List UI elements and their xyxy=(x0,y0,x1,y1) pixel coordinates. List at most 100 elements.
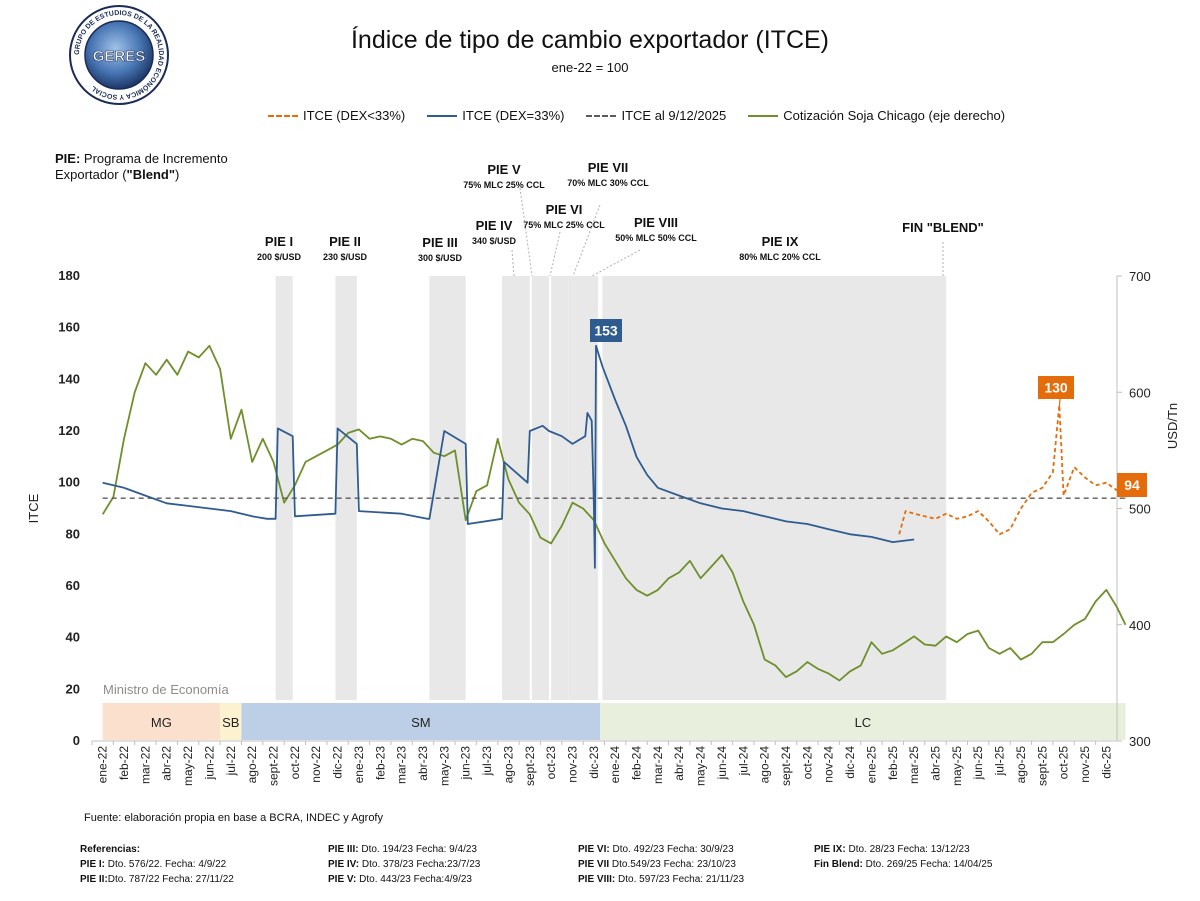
y-tick-label: 80 xyxy=(66,526,80,541)
x-tick-label: jul-24 xyxy=(736,746,750,777)
y2-tick-label: 300 xyxy=(1129,734,1151,749)
x-tick-label: may-23 xyxy=(437,746,451,786)
legend-item-reference: ITCE al 9/12/2025 xyxy=(586,108,726,123)
minister-band xyxy=(102,703,221,740)
legend-label: ITCE (DEX=33%) xyxy=(462,108,565,123)
x-tick-label: oct-25 xyxy=(1057,746,1071,780)
pie-label: PIE II xyxy=(329,234,361,249)
x-tick-label: feb-25 xyxy=(886,746,900,780)
y-tick-label: 20 xyxy=(66,681,80,696)
x-tick-label: ago-25 xyxy=(1014,746,1028,784)
x-tick-label: oct-23 xyxy=(544,746,558,780)
minister-band xyxy=(241,703,601,740)
pie-label: PIE IX xyxy=(762,234,799,249)
y2-tick-label: 500 xyxy=(1129,502,1151,517)
series-itce-dex-eq33 xyxy=(102,344,915,569)
x-tick-label: oct-24 xyxy=(800,746,814,780)
pie-period-band xyxy=(531,276,549,700)
geres-logo: GRUPO DE ESTUDIOS DE LA REALIDAD ECONÓMI… xyxy=(68,4,170,106)
x-tick-label: dic-24 xyxy=(843,746,857,779)
minister-band xyxy=(600,703,1126,740)
legend-swatch xyxy=(268,114,298,117)
y-tick-label: 0 xyxy=(73,733,80,748)
callout-label: 94 xyxy=(1124,477,1140,493)
pie-leader-line xyxy=(519,187,533,277)
x-tick-label: ene-22 xyxy=(96,746,110,784)
y-tick-label: 60 xyxy=(66,578,80,593)
x-tick-label: nov-25 xyxy=(1078,746,1092,783)
legend-swatch xyxy=(427,114,458,117)
x-tick-label: abr-25 xyxy=(928,746,942,781)
x-tick-label: mar-23 xyxy=(395,746,409,784)
series-soja-chicago xyxy=(101,344,1127,682)
pie-label: PIE VII xyxy=(588,160,628,175)
minister-band xyxy=(220,703,242,740)
callout-box xyxy=(1038,376,1074,399)
ref-item: PIE IV: Dto. 378/23 Fecha:23/7/23 xyxy=(328,859,481,870)
pie-label: PIE V xyxy=(487,162,521,177)
ref-item: PIE I: Dto. 576/22. Fecha: 4/9/22 xyxy=(80,859,227,870)
x-tick-label: ago-24 xyxy=(758,746,772,784)
x-tick-label: jun-22 xyxy=(202,746,216,781)
ref-item: PIE VI: Dto. 492/23 Fecha: 30/9/23 xyxy=(578,844,734,855)
legend-item-dex-eq33: ITCE (DEX=33%) xyxy=(427,108,564,123)
ministry-label: Ministro de Economía xyxy=(103,682,229,697)
pie-period-band xyxy=(551,276,569,700)
pie-label: FIN "BLEND" xyxy=(902,220,984,235)
y-axis-title: ITCE xyxy=(26,493,41,523)
x-tick-label: may-25 xyxy=(950,746,964,786)
ref-item: PIE VII Dto.549/23 Fecha: 23/10/23 xyxy=(578,859,736,870)
pie-period-band xyxy=(502,276,530,700)
x-tick-label: ene-24 xyxy=(608,746,622,784)
x-tick-label: jul-25 xyxy=(993,746,1007,777)
x-tick-label: mar-24 xyxy=(651,746,665,784)
x-tick-label: nov-24 xyxy=(822,746,836,783)
y-tick-label: 140 xyxy=(58,371,80,386)
x-tick-label: jul-23 xyxy=(480,746,494,777)
references-title: Referencias: xyxy=(80,844,141,855)
x-tick-label: mar-25 xyxy=(907,746,921,784)
pie-label: PIE I xyxy=(265,234,293,249)
pie-leader-line xyxy=(572,204,601,277)
legend: ITCE (DEX<33%) ITCE (DEX=33%) ITCE al 9/… xyxy=(268,108,1027,123)
ref-item: PIE VIII: Dto. 597/23 Fecha: 21/11/23 xyxy=(578,874,745,885)
pie-leader-line xyxy=(511,249,515,277)
pie-detail: 340 $/USD xyxy=(472,236,517,246)
y2-tick-label: 700 xyxy=(1129,269,1151,284)
pie-period-band xyxy=(568,276,588,700)
x-tick-label: dic-22 xyxy=(331,746,345,779)
pie-leader-line xyxy=(591,249,641,277)
x-tick-label: ene-25 xyxy=(864,746,878,784)
x-tick-label: may-22 xyxy=(181,746,195,786)
x-tick-label: sept-22 xyxy=(267,746,281,786)
pie-label: PIE IV xyxy=(476,218,513,233)
pie-detail: 230 $/USD xyxy=(323,252,368,262)
pie-note-close: ) xyxy=(175,167,180,182)
x-tick-label: nov-23 xyxy=(565,746,579,783)
y2-axis-title: USD/Tn xyxy=(1165,403,1180,449)
pie-label: PIE III xyxy=(422,235,457,250)
x-tick-label: ago-22 xyxy=(245,746,259,784)
pie-detail: 75% MLC 25% CCL xyxy=(523,220,605,230)
pie-label: PIE VIII xyxy=(634,215,678,230)
x-tick-label: feb-23 xyxy=(373,746,387,780)
y-tick-label: 180 xyxy=(58,268,80,283)
x-tick-label: abr-22 xyxy=(160,746,174,781)
x-tick-label: ene-23 xyxy=(352,746,366,784)
legend-item-dex-lt33: ITCE (DEX<33%) xyxy=(268,108,405,123)
y-tick-label: 120 xyxy=(58,423,80,438)
pie-detail: 50% MLC 50% CCL xyxy=(615,233,697,243)
pie-note-bold: PIE: xyxy=(55,151,81,166)
legend-label: ITCE al 9/12/2025 xyxy=(621,108,727,123)
minister-label: MG xyxy=(151,715,172,730)
callout-label: 130 xyxy=(1044,380,1068,396)
y-tick-label: 40 xyxy=(66,630,80,645)
ref-item: PIE III: Dto. 194/23 Fecha: 9/4/23 xyxy=(328,844,477,855)
x-tick-label: jun-23 xyxy=(459,746,473,781)
callout-box xyxy=(1117,473,1147,497)
y2-tick-label: 600 xyxy=(1129,385,1151,400)
pie-note-text: Programa de Incremento Exportador ( xyxy=(55,151,228,182)
x-tick-label: dic-23 xyxy=(587,746,601,779)
legend-swatch xyxy=(586,114,617,117)
